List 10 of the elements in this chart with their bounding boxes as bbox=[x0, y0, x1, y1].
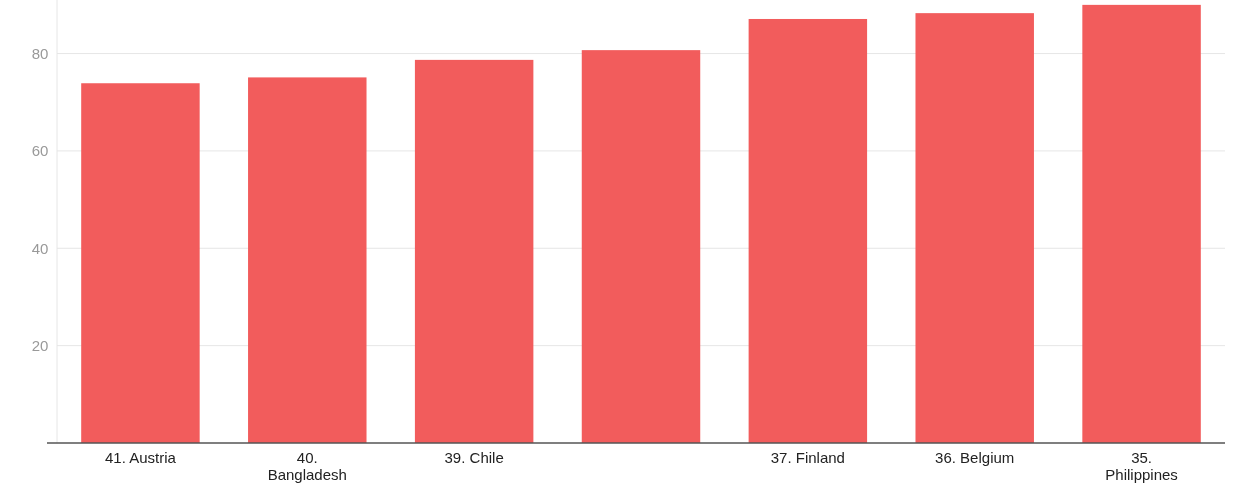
y-tick-label: 40 bbox=[31, 239, 49, 257]
x-tick-label: 35. Philippines bbox=[1105, 449, 1178, 483]
x-tick-label: 40. Bangladesh bbox=[267, 449, 347, 483]
x-tick-label: 37. Finland bbox=[770, 449, 845, 466]
y-tick-label: 60 bbox=[31, 142, 49, 160]
y-tick-label: 80 bbox=[31, 44, 49, 62]
x-tick-label: 36. Belgium bbox=[935, 449, 1015, 466]
y-tick-label: 20 bbox=[31, 336, 49, 354]
x-tick-label: 39. Chile bbox=[444, 449, 504, 466]
x-tick-label: 41. Austria bbox=[104, 449, 177, 466]
